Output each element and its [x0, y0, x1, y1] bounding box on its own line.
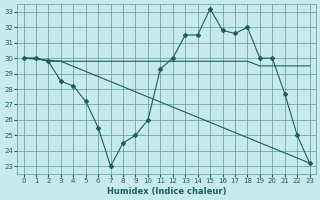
X-axis label: Humidex (Indice chaleur): Humidex (Indice chaleur) [107, 187, 226, 196]
